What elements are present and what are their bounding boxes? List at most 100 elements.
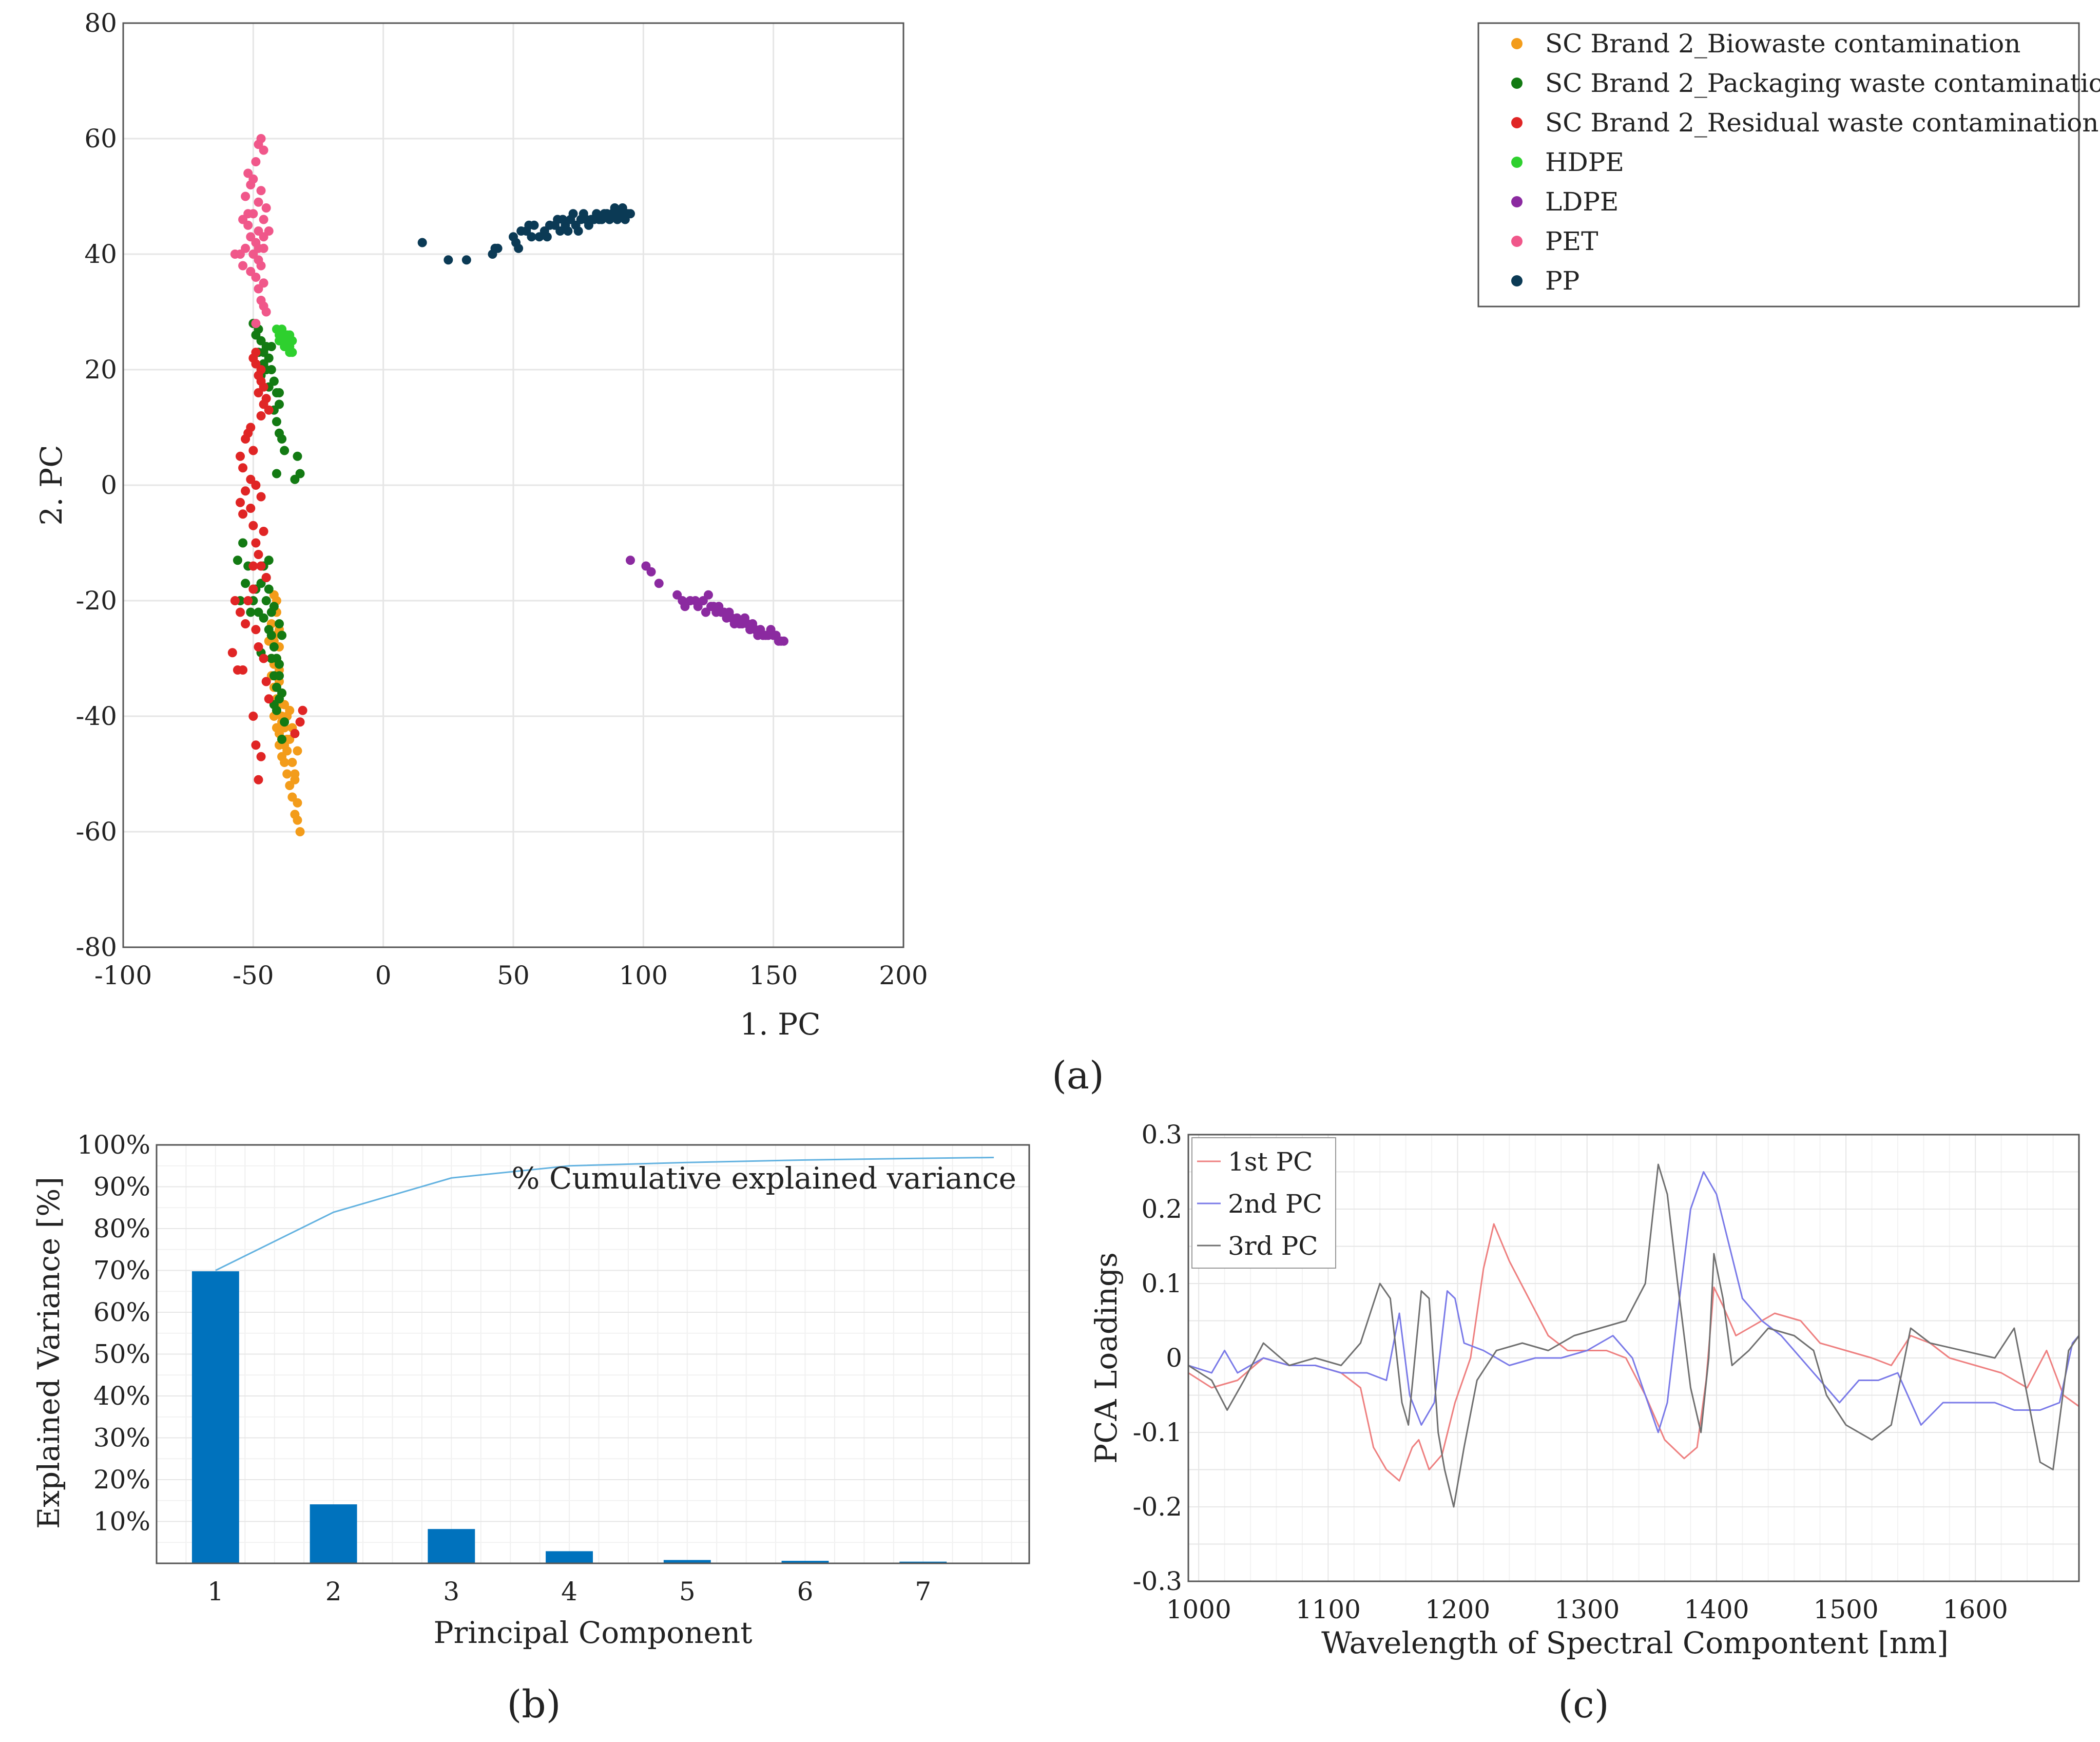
scatter-point-pp <box>568 209 578 219</box>
legend-label-hdpe: HDPE <box>1545 147 1624 177</box>
scatter-point-ldpe <box>704 590 713 600</box>
chart-c-xlabel: Wavelength of Spectral Compontent [nm] <box>1321 1625 1949 1660</box>
scatter-point-packaging <box>293 451 302 461</box>
scatter-point-ldpe <box>626 556 635 565</box>
scatter-point-residual <box>248 521 258 530</box>
scatter-point-residual <box>251 481 261 490</box>
scatter-point-biowaste <box>285 705 295 715</box>
y-tick-label: -60 <box>75 817 117 847</box>
scatter-point-pet <box>256 261 266 271</box>
scatter-point-pet <box>238 261 248 271</box>
scatter-point-pet <box>251 273 261 282</box>
chart-a: -100 -50 0 50 100 150 200 -80 -60 -40 -20 0 20 40 60 80… <box>34 8 2100 1098</box>
scatter-point-residual <box>230 596 240 605</box>
x-tick-label: 4 <box>561 1577 577 1606</box>
scatter-point-pp <box>573 226 583 236</box>
scatter-point-pet <box>254 284 263 294</box>
scatter-point-residual <box>248 712 258 721</box>
scatter-point-ldpe <box>740 613 749 623</box>
y-tick-label: 60% <box>93 1297 150 1327</box>
scatter-point-ldpe <box>779 636 788 646</box>
scatter-point-residual <box>254 388 263 397</box>
scatter-point-pp <box>493 243 503 253</box>
scatter-point-residual <box>248 446 258 455</box>
y-tick-label: 50% <box>93 1339 150 1369</box>
x-tick-label: 1500 <box>1813 1595 1878 1624</box>
chart-b-cumulative-line <box>215 1156 994 1271</box>
x-tick-label: 1200 <box>1425 1595 1490 1624</box>
scatter-point-packaging <box>269 642 279 652</box>
scatter-point-pet <box>261 307 271 317</box>
scatter-point-packaging <box>290 474 300 484</box>
y-tick-label: 100% <box>77 1130 150 1160</box>
scatter-point-residual <box>264 405 274 415</box>
x-tick-label: 3 <box>443 1577 459 1606</box>
scatter-point-residual <box>241 486 251 496</box>
bar-pc-2 <box>310 1504 357 1563</box>
scatter-point-residual <box>243 596 253 605</box>
scatter-point-packaging <box>241 579 251 588</box>
legend-marker-ldpe <box>1511 196 1523 207</box>
scatter-point-ldpe <box>680 602 690 611</box>
scatter-point-pet <box>259 145 268 155</box>
scatter-point-packaging <box>277 735 287 744</box>
scatter-point-packaging <box>246 607 256 617</box>
x-tick-label: 200 <box>879 961 928 990</box>
scatter-point-packaging <box>275 659 284 669</box>
line-pc3 <box>1188 1163 2080 1508</box>
scatter-point-ldpe <box>654 579 664 588</box>
chart-b-grid <box>157 1145 1029 1563</box>
chart-b-ticks: 1 2 3 4 5 6 7 10% 20% 30% 40% 50% 60% 70% 80% 90% 100% <box>77 1130 931 1606</box>
chart-c: 1000 1100 1200 1300 1400 1500 1600 -0.3 -0.2 -0.1… <box>1089 1120 2080 1727</box>
scatter-point-residual <box>298 705 307 715</box>
scatter-point-ldpe <box>714 602 724 611</box>
legend-label-residual: SC Brand 2_Residual waste contamination <box>1545 108 2098 138</box>
scatter-point-residual <box>256 561 266 571</box>
x-tick-label: 100 <box>619 961 668 990</box>
chart-a-xlabel: 1. PC <box>740 1007 820 1042</box>
x-tick-label: 5 <box>679 1577 696 1606</box>
chart-c-ticks: 1000 1100 1200 1300 1400 1500 1600 -0.3 -0.2 -0.1… <box>1133 1120 2008 1624</box>
scatter-point-biowaste <box>287 792 297 802</box>
scatter-point-residual <box>251 740 261 750</box>
scatter-point-residual <box>261 677 271 686</box>
scatter-point-residual <box>246 504 256 513</box>
chart-c-axes-box <box>1187 1134 2080 1582</box>
scatter-point-ldpe <box>771 630 781 640</box>
scatter-point-residual <box>236 607 245 617</box>
scatter-point-residual <box>251 538 261 548</box>
scatter-point-residual <box>256 365 266 374</box>
scatter-point-pet <box>254 243 263 253</box>
legend-label-biowaste: SC Brand 2_Biowaste contamination <box>1545 29 2020 59</box>
scatter-point-residual <box>254 642 263 652</box>
chart-b: 1 2 3 4 5 6 7 10% 20% 30% 40% 50% 60% 70% 80% 90% 100% %… <box>31 1130 1030 1727</box>
scatter-point-pet <box>264 226 274 236</box>
scatter-point-packaging <box>280 717 290 727</box>
chart-a-legend: SC Brand 2_Biowaste contamination SC Bran… <box>1477 22 2100 308</box>
scatter-point-pp <box>558 215 568 224</box>
scatter-point-biowaste <box>295 827 305 836</box>
chart-b-ylabel: Explained Variance [%] <box>31 1177 66 1529</box>
y-tick-label: 0.2 <box>1141 1194 1182 1224</box>
scatter-point-residual <box>248 561 258 571</box>
bar-pc-1 <box>191 1271 239 1563</box>
y-tick-label: 20% <box>93 1465 150 1495</box>
scatter-point-pet <box>261 203 271 213</box>
y-tick-label: 10% <box>93 1507 150 1537</box>
y-tick-label: -40 <box>75 701 117 731</box>
scatter-point-hdpe <box>277 330 287 340</box>
bar-pc-5 <box>663 1560 711 1563</box>
scatter-point-pp <box>605 215 614 224</box>
x-tick-label: -100 <box>94 961 152 990</box>
x-tick-label: -50 <box>233 961 274 990</box>
legend-marker-residual <box>1511 117 1523 128</box>
scatter-point-ldpe <box>748 619 758 628</box>
scatter-point-pet <box>254 197 263 207</box>
scatter-point-packaging <box>233 556 242 565</box>
legend-label-pp: PP <box>1545 266 1579 296</box>
y-tick-label: 60 <box>84 124 117 154</box>
bar-pc-3 <box>428 1529 475 1563</box>
scatter-point-residual <box>295 717 305 727</box>
x-tick-label: 7 <box>915 1577 931 1606</box>
